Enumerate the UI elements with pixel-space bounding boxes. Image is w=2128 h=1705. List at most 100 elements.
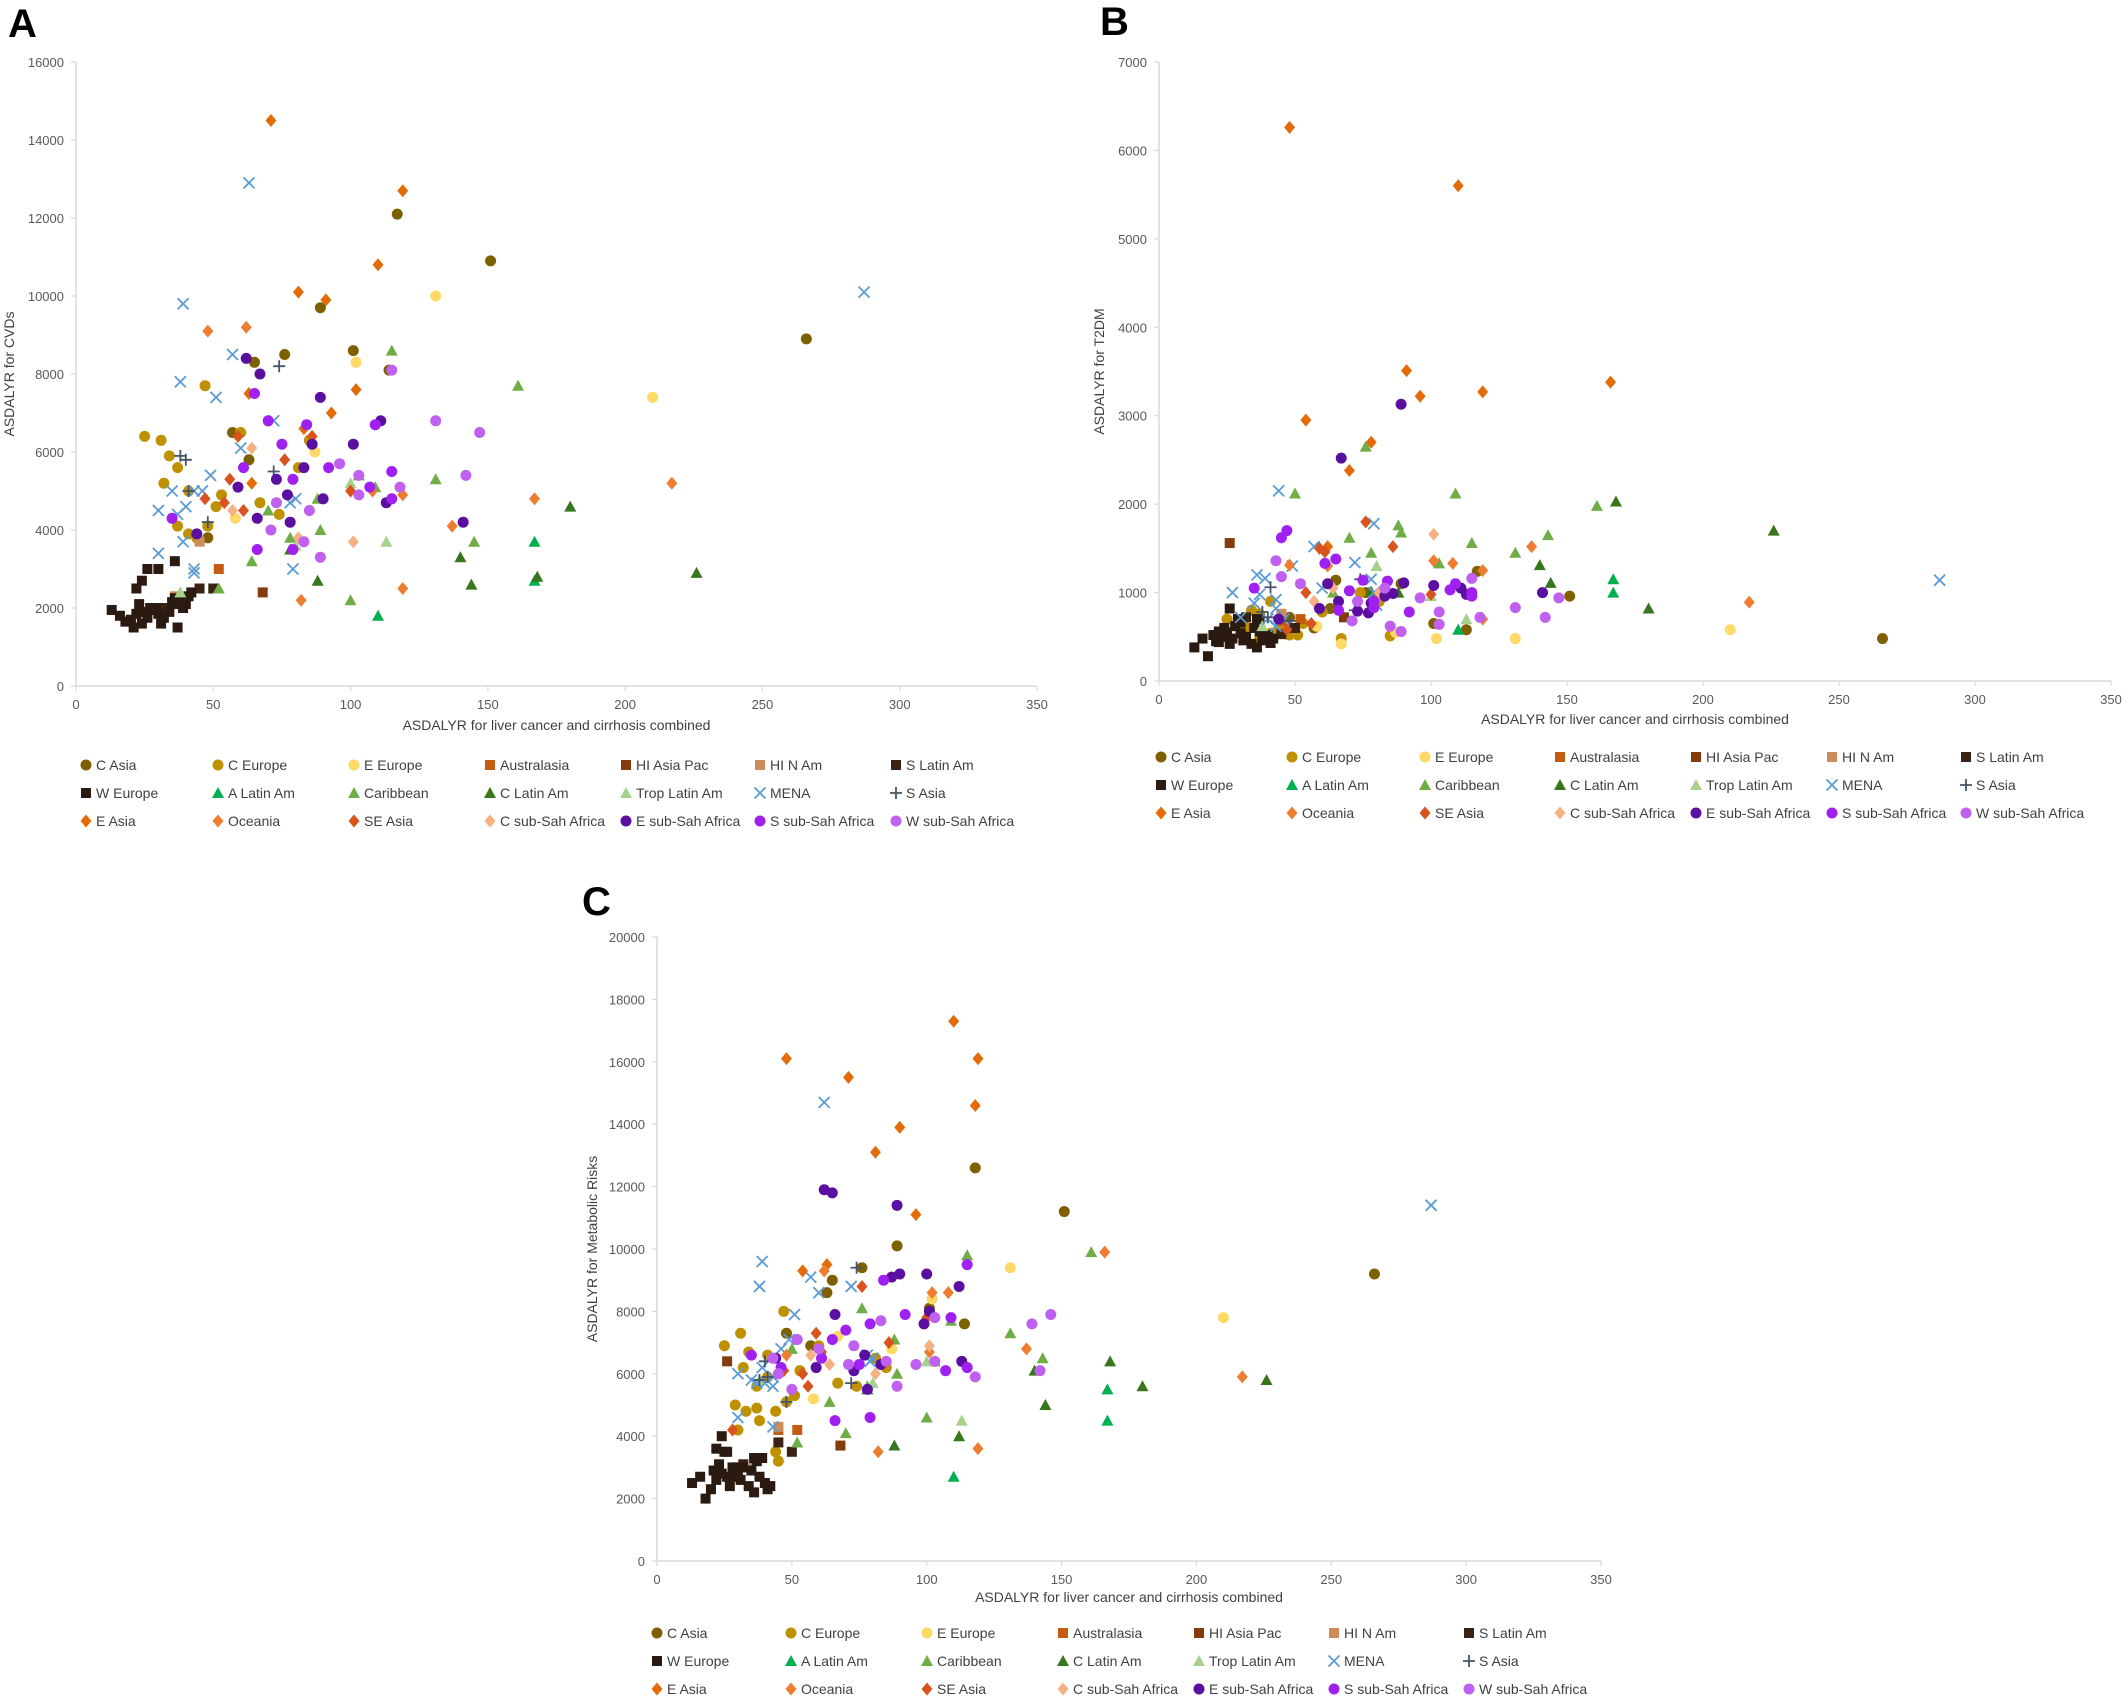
data-point bbox=[270, 473, 282, 485]
data-point bbox=[136, 575, 147, 586]
data-point bbox=[1392, 519, 1405, 531]
legend-marker bbox=[1463, 1655, 1475, 1667]
data-point bbox=[891, 1240, 903, 1252]
data-point bbox=[826, 1274, 838, 1286]
data-point bbox=[818, 1264, 830, 1278]
data-point bbox=[429, 473, 442, 485]
data-point bbox=[842, 1358, 854, 1370]
legend-label: S Latin Am bbox=[906, 757, 974, 773]
data-point bbox=[262, 504, 275, 516]
data-point bbox=[232, 429, 244, 443]
y-axis-title: ASDALYR for T2DM bbox=[1091, 308, 1107, 434]
data-point bbox=[166, 512, 178, 524]
legend-marker bbox=[1329, 1628, 1339, 1638]
legend-marker bbox=[1286, 806, 1298, 820]
data-point bbox=[529, 492, 541, 506]
legend-label: E Europe bbox=[364, 757, 423, 773]
x-tick-label: 0 bbox=[653, 1572, 660, 1587]
legend-marker bbox=[621, 760, 631, 770]
series-e-sub-sah-africa bbox=[191, 352, 469, 540]
data-point bbox=[1335, 452, 1347, 464]
panel-label-b: B bbox=[1100, 0, 1129, 44]
legend-marker bbox=[1327, 1654, 1341, 1668]
series-s-sub-sah-africa bbox=[1248, 525, 1478, 618]
data-point bbox=[1533, 559, 1546, 571]
data-point bbox=[201, 516, 214, 529]
legend-marker bbox=[785, 1655, 797, 1666]
data-point bbox=[1767, 524, 1780, 536]
data-point bbox=[286, 562, 300, 576]
series-hi-asia-pac bbox=[722, 1356, 846, 1451]
data-point bbox=[857, 285, 871, 299]
data-point bbox=[1273, 613, 1285, 625]
data-point bbox=[265, 524, 277, 536]
data-point bbox=[714, 1459, 725, 1470]
legend-marker bbox=[1155, 751, 1167, 763]
legend-label: W sub-Sah Africa bbox=[906, 813, 1014, 829]
legend-marker bbox=[485, 760, 495, 770]
series-oceania bbox=[202, 320, 678, 607]
data-point bbox=[711, 1474, 722, 1485]
data-point bbox=[864, 1318, 876, 1330]
data-point bbox=[1368, 1268, 1380, 1280]
data-point bbox=[894, 1120, 906, 1134]
data-point bbox=[845, 1280, 858, 1293]
y-tick-label: 3000 bbox=[1118, 409, 1147, 424]
data-point bbox=[528, 535, 541, 547]
chart-panel-c: 0 50 100 150 200 250 300 350 0 2000 4000 6000 8000 10… bbox=[584, 930, 1612, 1697]
data-point bbox=[961, 1362, 973, 1374]
y-tick-label: 12000 bbox=[28, 211, 64, 226]
legend-label: Australasia bbox=[1073, 1625, 1142, 1641]
data-point bbox=[163, 450, 175, 462]
data-point bbox=[237, 504, 249, 517]
series-w-europe bbox=[106, 556, 197, 633]
data-point bbox=[1004, 1327, 1017, 1339]
data-point bbox=[1276, 629, 1287, 640]
data-point bbox=[262, 415, 274, 427]
data-point bbox=[824, 1357, 836, 1371]
data-point bbox=[273, 508, 285, 520]
legend-marker bbox=[1156, 780, 1166, 790]
x-tick-label: 200 bbox=[614, 697, 636, 712]
data-point bbox=[745, 1349, 757, 1361]
data-point bbox=[1136, 1380, 1149, 1392]
series-australasia bbox=[213, 564, 224, 574]
data-point bbox=[961, 1249, 974, 1261]
y-tick-label: 5000 bbox=[1118, 232, 1147, 247]
x-tick-label: 150 bbox=[1051, 1572, 1073, 1587]
data-point bbox=[1265, 595, 1277, 607]
data-point bbox=[835, 1440, 846, 1451]
data-point bbox=[842, 1070, 854, 1084]
data-point bbox=[695, 1471, 706, 1482]
data-point bbox=[311, 574, 324, 586]
legend-marker bbox=[81, 788, 91, 798]
series-mena bbox=[731, 1096, 1438, 1433]
data-point bbox=[1289, 487, 1301, 499]
data-point bbox=[314, 302, 326, 314]
data-point bbox=[800, 333, 812, 345]
data-point bbox=[761, 1370, 774, 1383]
data-point bbox=[810, 1326, 822, 1340]
legend-label: S Latin Am bbox=[1976, 749, 2044, 765]
data-point bbox=[780, 1348, 792, 1362]
x-tick-label: 300 bbox=[889, 697, 911, 712]
chart-panel-a: 0 50 100 150 200 250 300 350 0 2000 4000 6000 8000 10… bbox=[1, 55, 1048, 829]
y-tick-label: 6000 bbox=[616, 1367, 645, 1382]
data-point bbox=[224, 472, 236, 486]
data-point bbox=[1295, 614, 1306, 625]
data-point bbox=[1208, 630, 1219, 641]
data-point bbox=[169, 593, 180, 604]
legend-marker bbox=[1057, 1682, 1069, 1696]
data-point bbox=[347, 345, 359, 357]
data-point bbox=[1537, 587, 1549, 599]
y-tick-label: 14000 bbox=[609, 1117, 645, 1132]
series-se-asia bbox=[1281, 515, 1437, 637]
data-point bbox=[1045, 1309, 1057, 1321]
data-point bbox=[465, 578, 478, 590]
data-point bbox=[1365, 546, 1378, 558]
series-w-europe bbox=[687, 1431, 776, 1504]
data-point bbox=[1541, 529, 1554, 541]
data-point bbox=[753, 1280, 766, 1293]
data-point bbox=[872, 1445, 884, 1459]
legend-marker bbox=[1328, 1683, 1340, 1695]
